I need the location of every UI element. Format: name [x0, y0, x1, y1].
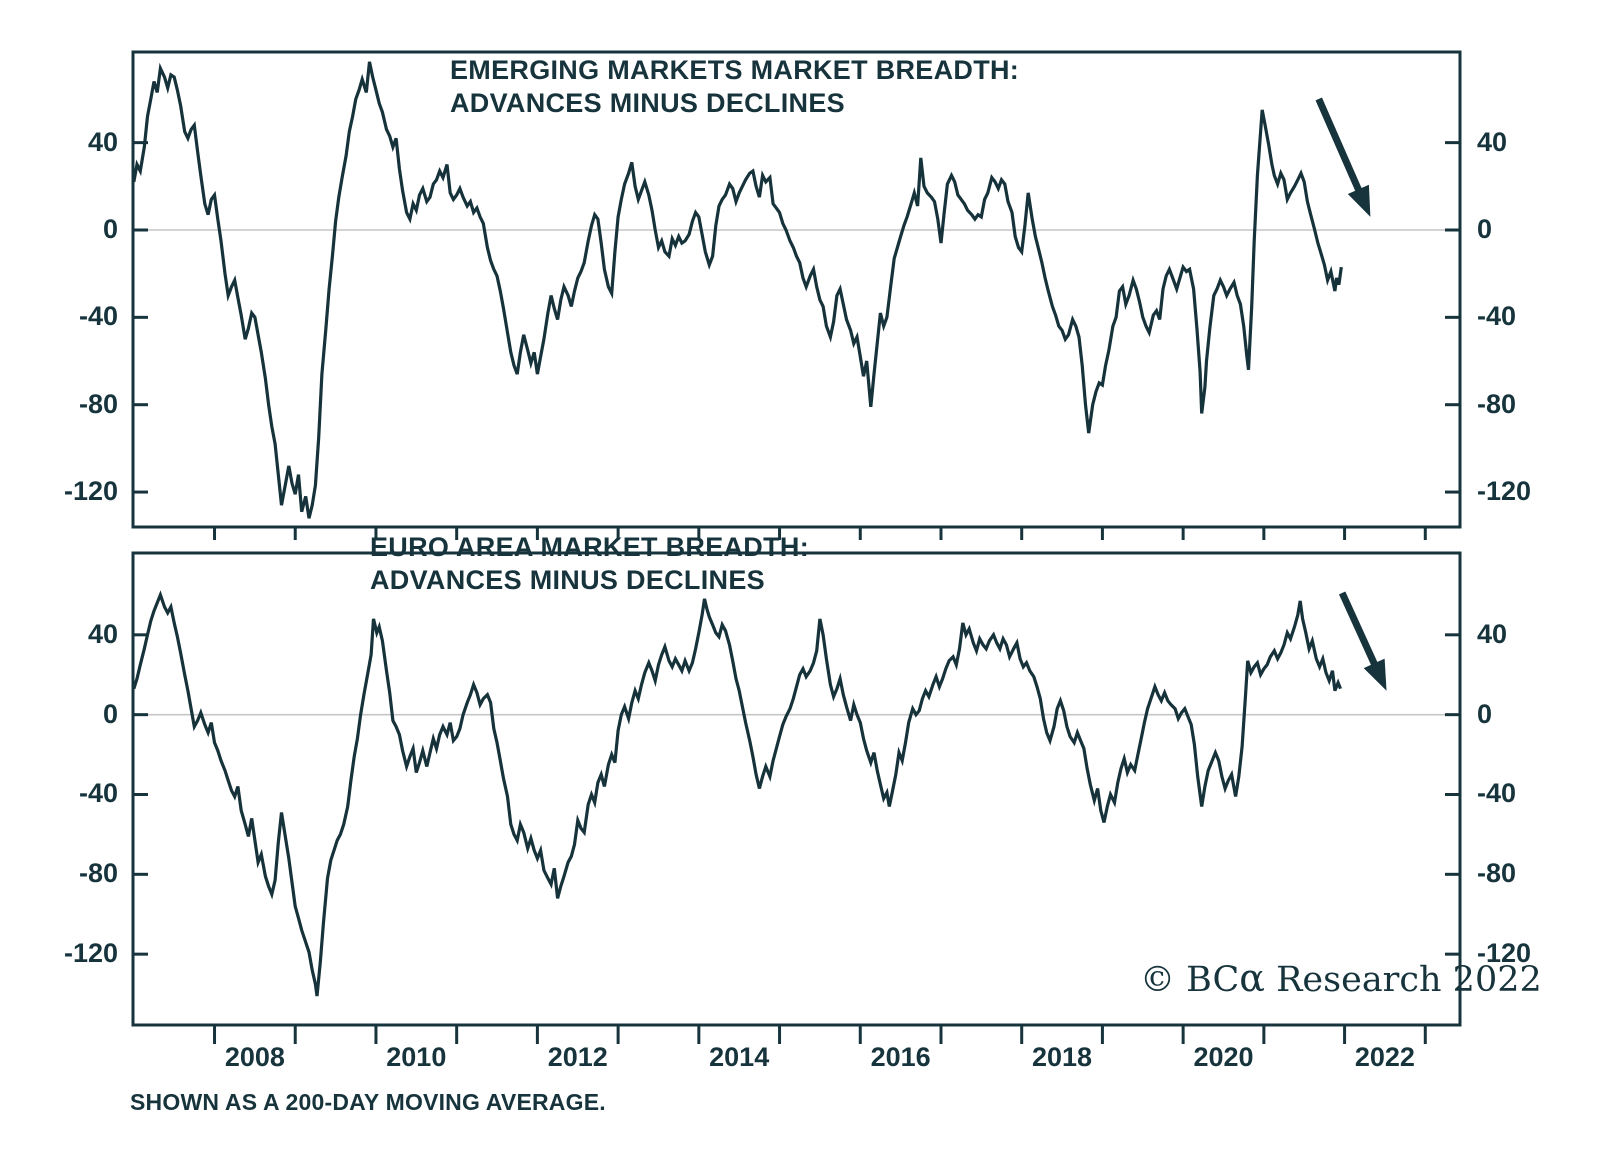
y-axis-label-right: -80 [1477, 858, 1517, 889]
y-axis-label-right: -120 [1477, 476, 1532, 507]
series-line [132, 61, 1343, 519]
panel1-title: EMERGING MARKETS MARKET BREADTH: ADVANCE… [450, 54, 1019, 120]
series-line [132, 590, 1342, 997]
y-axis-label-right: -80 [1477, 388, 1517, 419]
y-axis-label-left: -80 [78, 388, 118, 419]
trend-arrow-icon [1347, 184, 1371, 217]
x-axis-year-label: 2012 [547, 1042, 608, 1072]
x-axis-year-label: 2018 [1032, 1042, 1093, 1072]
trend-arrow-shaft [1338, 591, 1381, 673]
y-axis-label-left: -80 [78, 858, 118, 889]
y-axis-label-left: -40 [78, 778, 118, 809]
panel-frame [131, 50, 1462, 529]
y-axis-label-right: -120 [1477, 938, 1532, 969]
panel-frame [131, 551, 1462, 1027]
y-axis-label-right: 0 [1477, 213, 1493, 244]
panel2-title-line1: EURO AREA MARKET BREADTH: [370, 532, 809, 562]
trend-arrow-icon [1363, 658, 1387, 691]
y-axis-label-left: 40 [87, 618, 118, 649]
y-axis-label-right: 40 [1477, 126, 1508, 157]
y-axis-label-right: 0 [1477, 698, 1493, 729]
y-axis-label-right: -40 [1477, 301, 1517, 332]
alpha-glyph: α [1239, 956, 1265, 1000]
footnote-moving-average: SHOWN AS A 200-DAY MOVING AVERAGE. [130, 1089, 606, 1115]
x-axis-year-label: 2020 [1193, 1042, 1254, 1072]
x-axis-year-label: 2010 [386, 1042, 447, 1072]
y-axis-label-right: -40 [1477, 778, 1517, 809]
watermark-bca-research: © BCα Research 2022 [1140, 956, 1542, 1000]
y-axis-label-left: -120 [63, 938, 118, 969]
x-axis-year-label: 2016 [870, 1042, 931, 1072]
y-axis-label-left: 0 [102, 213, 118, 244]
y-axis-label-left: -120 [63, 476, 118, 507]
panel1-title-line2: ADVANCES MINUS DECLINES [450, 88, 845, 118]
y-axis-label-left: 0 [102, 698, 118, 729]
y-axis-label-left: -40 [78, 301, 118, 332]
y-axis-label-right: 40 [1477, 618, 1508, 649]
panel2-title-line2: ADVANCES MINUS DECLINES [370, 565, 765, 595]
x-axis-year-label: 2008 [224, 1042, 285, 1072]
trend-arrow-shaft [1315, 97, 1365, 199]
panel2-title: EURO AREA MARKET BREADTH: ADVANCES MINUS… [370, 531, 809, 597]
x-axis-year-label: 2022 [1354, 1042, 1415, 1072]
y-axis-label-left: 40 [87, 126, 118, 157]
x-axis-year-label: 2014 [709, 1042, 770, 1072]
panel1-title-line1: EMERGING MARKETS MARKET BREADTH: [450, 55, 1020, 85]
